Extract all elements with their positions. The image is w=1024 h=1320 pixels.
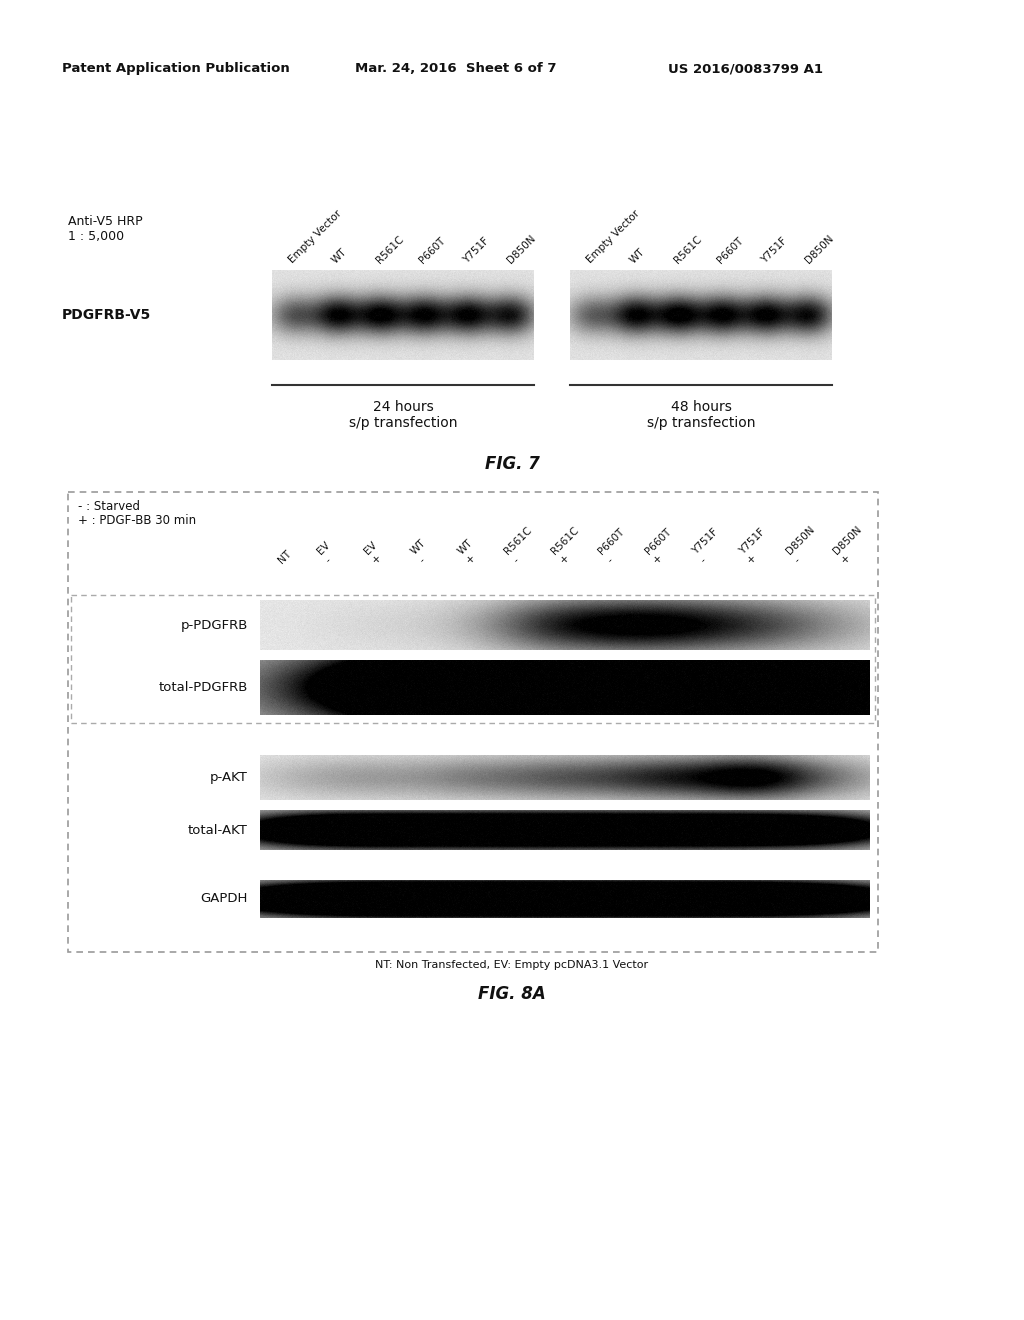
Text: US 2016/0083799 A1: US 2016/0083799 A1 [668,62,823,75]
Text: Mar. 24, 2016  Sheet 6 of 7: Mar. 24, 2016 Sheet 6 of 7 [355,62,556,75]
Text: Patent Application Publication: Patent Application Publication [62,62,290,75]
Text: - : Starved: - : Starved [78,500,140,513]
Text: P660T
-: P660T - [597,527,635,565]
Text: FIG. 8A: FIG. 8A [478,985,546,1003]
Text: WT
+: WT + [456,539,483,565]
Text: D850N: D850N [505,232,538,265]
Text: EV
+: EV + [362,540,387,565]
Text: Anti-V5 HRP: Anti-V5 HRP [68,215,142,228]
Text: EV
-: EV - [315,540,340,565]
Text: Empty Vector: Empty Vector [585,209,641,265]
Text: WT: WT [629,247,647,265]
Text: R561C
-: R561C - [503,525,543,565]
Text: Y751F
-: Y751F - [690,527,728,565]
Text: D850N
+: D850N + [831,524,871,565]
Text: total-AKT: total-AKT [188,824,248,837]
Text: p-AKT: p-AKT [210,771,248,784]
Text: NT: Non Transfected, EV: Empty pcDNA3.1 Vector: NT: Non Transfected, EV: Empty pcDNA3.1 … [376,960,648,970]
Text: 48 hours: 48 hours [671,400,731,414]
Text: Y751F: Y751F [462,235,492,265]
Text: NT: NT [276,548,293,565]
Text: P660T
+: P660T + [643,527,682,565]
Text: 24 hours: 24 hours [373,400,433,414]
Text: + : PDGF-BB 30 min: + : PDGF-BB 30 min [78,513,197,527]
Text: P660T: P660T [716,235,745,265]
Text: WT: WT [331,247,349,265]
Text: s/p transfection: s/p transfection [647,416,756,430]
Text: FIG. 7: FIG. 7 [484,455,540,473]
Text: s/p transfection: s/p transfection [349,416,458,430]
Text: Empty Vector: Empty Vector [287,209,343,265]
Text: D850N
-: D850N - [784,524,824,565]
Text: R561C: R561C [374,234,406,265]
Text: PDGFRB-V5: PDGFRB-V5 [62,308,152,322]
Text: Y751F: Y751F [760,235,790,265]
Text: R561C
+: R561C + [550,525,589,565]
Text: R561C: R561C [672,234,703,265]
FancyBboxPatch shape [68,492,878,952]
Text: GAPDH: GAPDH [201,892,248,906]
Text: 1 : 5,000: 1 : 5,000 [68,230,124,243]
Text: P660T: P660T [418,235,447,265]
Text: WT
-: WT - [409,539,436,565]
Text: total-PDGFRB: total-PDGFRB [159,681,248,694]
Text: p-PDGFRB: p-PDGFRB [180,619,248,631]
Text: D850N: D850N [803,232,836,265]
Text: Y751F
+: Y751F + [737,527,775,565]
